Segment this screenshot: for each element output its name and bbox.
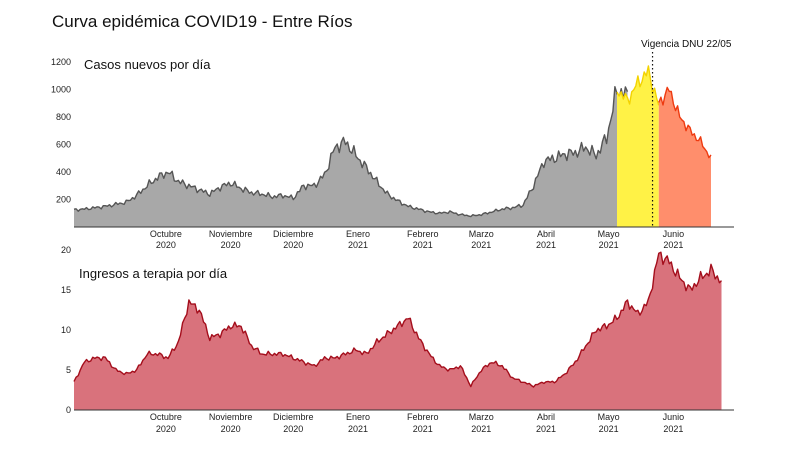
icu-month-label: Marzo (469, 412, 494, 422)
cases-y-tick-label: 1000 (51, 85, 71, 95)
cases-month-label: Junio (663, 229, 685, 239)
icu-month-label: Noviembre (209, 412, 253, 422)
cases-year-label: 2021 (413, 240, 433, 250)
page-title: Curva epidémica COVID19 - Entre Ríos (52, 12, 353, 31)
icu-year-label: 2021 (663, 424, 683, 434)
icu-year-label: 2021 (413, 424, 433, 434)
cases-series-1-line (616, 65, 660, 106)
cases-year-label: 2021 (663, 240, 683, 250)
icu-panel: Ingresos a terapia por día 0 5 10 15 20 Octub… (61, 245, 734, 434)
cases-month-label: Noviembre (209, 229, 253, 239)
icu-y-tick-label: 5 (66, 365, 71, 375)
cases-y-tick-label: 800 (56, 112, 71, 122)
icu-month-label: Febrero (407, 412, 439, 422)
icu-month-label: Octubre (150, 412, 182, 422)
cases-series-2-area (658, 87, 711, 228)
icu-y-tick-label: 15 (61, 285, 71, 295)
icu-month-label: Diciembre (273, 412, 314, 422)
icu-month-label: Junio (663, 412, 685, 422)
cases-month-label: Octubre (150, 229, 182, 239)
cases-year-label: 2020 (221, 240, 241, 250)
cases-year-label: 2020 (283, 240, 303, 250)
cases-y-tick-label: 200 (56, 195, 71, 205)
icu-year-label: 2021 (471, 424, 491, 434)
cases-series-0-area (74, 86, 628, 227)
cases-month-label: Mayo (598, 229, 620, 239)
cases-year-label: 2021 (471, 240, 491, 250)
cases-year-label: 2021 (348, 240, 368, 250)
icu-panel-title: Ingresos a terapia por día (79, 266, 228, 281)
icu-year-label: 2021 (536, 424, 556, 434)
icu-y-tick-label: 10 (61, 325, 71, 335)
cases-series-1-area (617, 65, 659, 228)
icu-year-label: 2020 (283, 424, 303, 434)
icu-year-label: 2021 (599, 424, 619, 434)
cases-y-tick-label: 1200 (51, 57, 71, 67)
icu-month-label: Abril (537, 412, 555, 422)
cases-y-tick-label: 400 (56, 167, 71, 177)
icu-series-line (73, 251, 722, 388)
cases-series-2-line (658, 86, 712, 159)
cases-panel: Casos nuevos por día 200 400 600 800 1000 120… (51, 52, 734, 250)
cases-month-label: Marzo (469, 229, 494, 239)
icu-month-label: Mayo (598, 412, 620, 422)
cases-month-label: Abril (537, 229, 555, 239)
cases-year-label: 2021 (536, 240, 556, 250)
cases-year-label: 2020 (156, 240, 176, 250)
icu-y-tick-label: 0 (66, 405, 71, 415)
cases-panel-title: Casos nuevos por día (84, 57, 211, 72)
icu-y-tick-label: 20 (61, 245, 71, 255)
cases-month-label: Diciembre (273, 229, 314, 239)
cases-year-label: 2021 (599, 240, 619, 250)
cases-series-0-line (73, 86, 629, 218)
icu-year-label: 2021 (348, 424, 368, 434)
icu-year-label: 2020 (221, 424, 241, 434)
cases-month-label: Febrero (407, 229, 439, 239)
icu-month-label: Enero (346, 412, 370, 422)
cases-month-label: Enero (346, 229, 370, 239)
icu-series-area (74, 252, 722, 410)
cases-y-tick-label: 600 (56, 140, 71, 150)
icu-year-label: 2020 (156, 424, 176, 434)
dnu-annotation: Vigencia DNU 22/05 (641, 39, 732, 50)
